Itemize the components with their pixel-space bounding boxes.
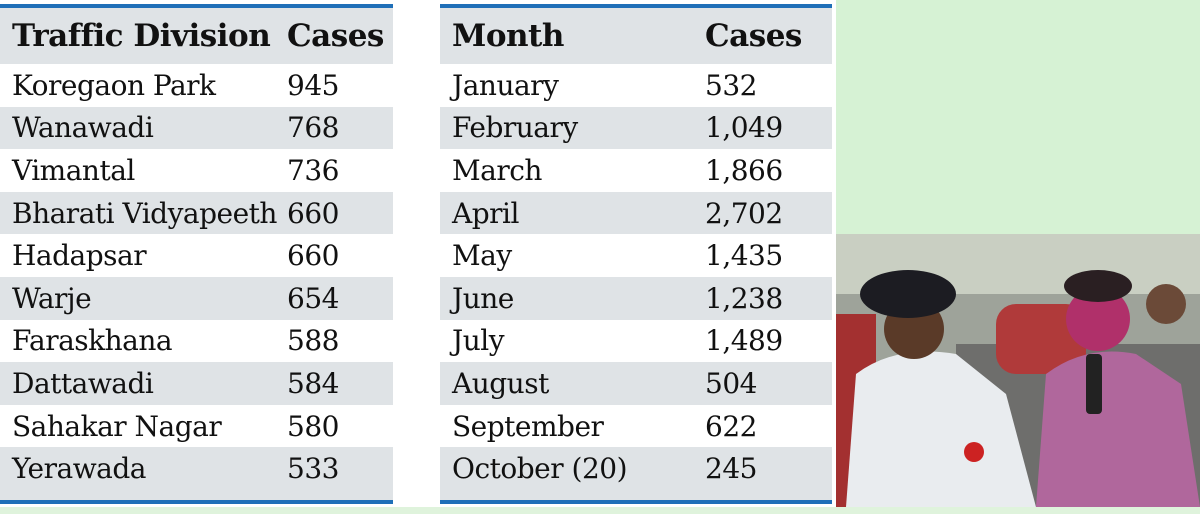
header-division: Traffic Division: [12, 18, 271, 54]
row-cases: 660: [287, 239, 339, 273]
table-footer-space: [440, 489, 832, 500]
row-cases: 660: [287, 196, 339, 230]
row-cases: 768: [287, 111, 339, 145]
row-cases: 736: [287, 153, 339, 187]
table-row: Warje 654: [0, 276, 393, 320]
row-label: Vimantal: [12, 153, 135, 187]
row-cases: 945: [287, 68, 339, 102]
table-header: Month Cases: [440, 8, 832, 64]
table-footer-space: [0, 489, 393, 500]
row-label: Hadapsar: [12, 239, 147, 273]
table-row: March 1,866: [440, 149, 832, 192]
row-label: Sahakar Nagar: [12, 409, 222, 443]
table-row: January 532: [440, 64, 832, 107]
table-row: Yerawada 533: [0, 447, 393, 490]
table-row: Hadapsar 660: [0, 234, 393, 277]
row-cases: 1,435: [705, 239, 783, 273]
table-row: Wanawadi 768: [0, 106, 393, 150]
row-cases: 532: [705, 68, 757, 102]
table-row: April 2,702: [440, 191, 832, 235]
bottom-strip: [0, 507, 1200, 514]
row-cases: 654: [287, 281, 339, 315]
row-label: Wanawadi: [12, 111, 154, 145]
month-table: Month Cases January 532 February 1,049 March…: [440, 4, 832, 504]
table-row: Vimantal 736: [0, 149, 393, 192]
row-label: August: [452, 366, 549, 400]
table-row: Koregaon Park 945: [0, 64, 393, 107]
row-cases: 533: [287, 452, 339, 486]
row-cases: 1,489: [705, 324, 783, 358]
row-cases: 245: [705, 452, 757, 486]
row-cases: 1,049: [705, 111, 783, 145]
row-label: Dattawadi: [12, 366, 154, 400]
row-label: Yerawada: [12, 452, 146, 486]
breathalyzer-photo: [836, 234, 1200, 507]
header-cases: Cases: [705, 18, 802, 54]
table-row: Dattawadi 584: [0, 362, 393, 405]
row-label: March: [452, 153, 542, 187]
row-label: October (20): [452, 452, 628, 486]
row-label: May: [452, 239, 512, 273]
header-cases: Cases: [287, 18, 384, 54]
row-label: June: [452, 281, 514, 315]
row-cases: 588: [287, 324, 339, 358]
table-row: October (20) 245: [440, 447, 832, 490]
table-row: Sahakar Nagar 580: [0, 404, 393, 448]
row-cases: 2,702: [705, 196, 783, 230]
table-row: Faraskhana 588: [0, 319, 393, 363]
row-label: Faraskhana: [12, 324, 173, 358]
row-label: Koregaon Park: [12, 68, 216, 102]
table-row: May 1,435: [440, 234, 832, 277]
row-label: July: [452, 324, 505, 358]
table-row: Bharati Vidyapeeth 660: [0, 191, 393, 235]
table-row: June 1,238: [440, 276, 832, 320]
row-cases: 580: [287, 409, 339, 443]
row-cases: 1,238: [705, 281, 783, 315]
row-label: Bharati Vidyapeeth: [12, 196, 277, 230]
table-header: Traffic Division Cases: [0, 8, 393, 64]
row-cases: 504: [705, 366, 757, 400]
row-label: Warje: [12, 281, 92, 315]
table-row: August 504: [440, 362, 832, 405]
traffic-division-table: Traffic Division Cases Koregaon Park 945 W…: [0, 4, 393, 504]
row-cases: 584: [287, 366, 339, 400]
row-label: January: [452, 68, 559, 102]
table-row: September 622: [440, 404, 832, 448]
row-cases: 1,866: [705, 153, 783, 187]
table-row: July 1,489: [440, 319, 832, 363]
table-row: February 1,049: [440, 106, 832, 150]
header-month: Month: [452, 18, 564, 54]
row-cases: 622: [705, 409, 757, 443]
row-label: April: [452, 196, 519, 230]
row-label: February: [452, 111, 578, 145]
row-label: September: [452, 409, 604, 443]
